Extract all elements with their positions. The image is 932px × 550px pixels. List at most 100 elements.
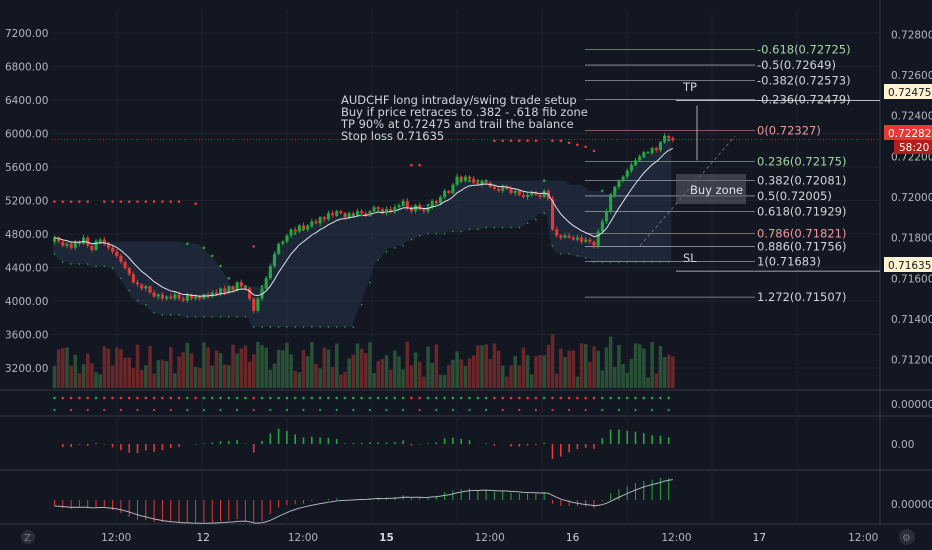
fib-label: 0.618(0.71929) (757, 204, 846, 218)
signal-dot (136, 408, 139, 412)
stop-dot (335, 213, 339, 217)
volume-bar (380, 359, 385, 388)
volume-bar (110, 365, 115, 388)
annotation-line-2: Buy if price retraces to .382 - .618 fib… (341, 105, 588, 119)
settings-button[interactable] (899, 529, 915, 545)
fib-label: 0.786(0.71821) (757, 226, 846, 240)
stop-dot (252, 245, 255, 248)
lower-band-dot (53, 253, 56, 255)
candle-body (542, 190, 546, 197)
volume-bar (550, 334, 555, 388)
volume-bar (409, 365, 414, 388)
signal-dot (235, 396, 239, 400)
volume-bar (588, 361, 592, 388)
signal-dot (244, 396, 247, 400)
lower-band-dot (518, 226, 521, 229)
signal-dot (601, 408, 604, 412)
lower-band-dot (252, 326, 255, 328)
candle-body (580, 237, 584, 242)
volume-bar (451, 359, 455, 388)
stop-dot (78, 200, 81, 203)
volume-bar (364, 353, 368, 388)
candle-body (239, 282, 243, 287)
volume-bar (575, 376, 580, 388)
volume-bar (650, 341, 654, 388)
signal-dot (277, 396, 280, 400)
lower-band-dot (153, 312, 155, 314)
fib-label: -0.236(0.72479) (757, 93, 851, 107)
candle-body (422, 209, 426, 212)
signal-dot (402, 408, 405, 412)
volume-bar (397, 356, 401, 388)
volume-bar (127, 357, 131, 388)
volume-bar (546, 344, 551, 388)
signal-dot (426, 396, 430, 400)
signal-dot (219, 396, 222, 400)
lower-band-dot (161, 314, 164, 316)
stop-dot (127, 200, 131, 203)
candle-body (613, 186, 617, 195)
fib-label: 0.886(0.71756) (757, 240, 846, 254)
right-axis-tick: 0.72400 (891, 111, 932, 123)
lower-band-dot (327, 326, 330, 328)
signal-dot (634, 396, 637, 400)
time-axis-tick: 12:00 (101, 532, 131, 544)
candle-body (505, 186, 509, 189)
lower-band-dot (228, 316, 230, 318)
volume-bar (102, 346, 107, 388)
volume-bar (330, 366, 335, 388)
candle-body (214, 292, 218, 295)
volume-bar (579, 343, 584, 388)
candle-body (331, 213, 335, 216)
volume-bar (484, 344, 488, 388)
lower-band-dot (62, 261, 64, 263)
stop-dot (609, 193, 612, 197)
volume-bar (56, 349, 61, 388)
stop-dot (186, 242, 189, 246)
candle-body (140, 284, 144, 289)
stop-dot (584, 145, 587, 149)
candle-body (264, 278, 268, 289)
volume-bar (654, 373, 659, 388)
tp-price-tag (884, 84, 932, 99)
volume-bar (260, 345, 264, 388)
volume-bar (476, 345, 480, 388)
fib-levels: -0.618(0.72725)-0.5(0.72649) -0.382(0.725… (52, 43, 880, 304)
signal-dot (86, 396, 89, 400)
candle-body (376, 207, 380, 210)
lower-band-dot (659, 261, 662, 263)
signal-dot (169, 408, 172, 412)
volume-bar (293, 370, 297, 388)
candle-body (181, 298, 185, 301)
candle-body (169, 296, 173, 299)
candle-body (521, 194, 526, 197)
volume-bar (505, 376, 509, 388)
sl-label: SL (683, 251, 697, 265)
sl-price-tag-text: 0.71635 (888, 260, 931, 272)
buy-zone-label: Buy zone (690, 183, 743, 197)
volume-bar (177, 356, 181, 388)
signal-dot (194, 396, 197, 400)
right-axis-tick: 0.72000 (891, 192, 932, 204)
volume-bar (629, 358, 634, 388)
candle-body (293, 229, 297, 232)
buy-zone-box[interactable] (676, 174, 746, 204)
lower-band-dot (560, 253, 562, 255)
volume-bar (210, 365, 214, 388)
cloud-fill (53, 140, 672, 328)
candle-body (480, 180, 484, 185)
volume-bar (123, 357, 127, 388)
candle-body (127, 268, 131, 275)
candle-body (609, 194, 613, 212)
timezone-button[interactable] (21, 530, 35, 544)
signal-dot (451, 408, 454, 412)
signal-dot (609, 396, 612, 400)
signal-dot (418, 408, 421, 412)
moving-average-line (54, 147, 674, 297)
volume-bar (368, 342, 372, 388)
lower-band-dot (95, 265, 97, 267)
volume-bar (351, 354, 356, 388)
signal-dot (501, 396, 505, 400)
volume-bar (343, 371, 347, 388)
